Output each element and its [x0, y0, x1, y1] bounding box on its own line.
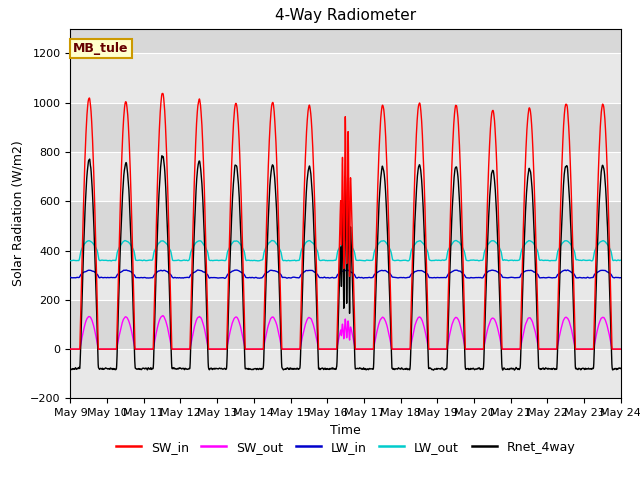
LW_out — [500, 257, 508, 263]
Rnet_4way — [616, 365, 624, 371]
Line: SW_in: SW_in — [70, 94, 621, 349]
Bar — [70, 152, 621, 201]
LW_out — [342, 238, 349, 243]
LW_in — [67, 275, 74, 280]
LW_in — [500, 275, 508, 280]
LW_in — [616, 275, 624, 280]
Line: LW_out: LW_out — [70, 240, 621, 261]
Bar — [70, 349, 621, 398]
LW_in — [221, 276, 228, 281]
LW_in — [325, 275, 333, 281]
SW_in — [469, 346, 477, 352]
SW_in — [325, 346, 333, 352]
LW_in — [617, 275, 625, 280]
SW_in — [617, 346, 625, 352]
SW_in — [438, 346, 446, 352]
Rnet_4way — [439, 365, 447, 371]
Title: 4-Way Radiometer: 4-Way Radiometer — [275, 9, 416, 24]
LW_out — [404, 258, 412, 264]
Line: SW_out: SW_out — [70, 315, 621, 349]
SW_in — [166, 251, 173, 256]
LW_out — [67, 258, 74, 264]
LW_in — [122, 267, 130, 273]
X-axis label: Time: Time — [330, 424, 361, 437]
LW_out — [325, 258, 333, 264]
Line: Rnet_4way: Rnet_4way — [70, 156, 621, 370]
SW_out — [469, 346, 477, 352]
LW_out — [439, 257, 447, 263]
SW_in — [67, 346, 74, 352]
LW_out — [617, 257, 625, 263]
SW_in — [159, 91, 166, 96]
Rnet_4way — [67, 366, 74, 372]
Rnet_4way — [166, 287, 173, 293]
SW_out — [438, 346, 446, 352]
Rnet_4way — [158, 153, 166, 158]
SW_in — [500, 346, 508, 352]
SW_out — [67, 346, 74, 352]
SW_out — [500, 346, 508, 352]
SW_out — [616, 346, 624, 352]
LW_out — [166, 246, 173, 252]
LW_out — [469, 257, 477, 263]
SW_in — [616, 346, 624, 352]
Bar — [70, 251, 621, 300]
Line: LW_in: LW_in — [70, 270, 621, 278]
SW_out — [617, 346, 625, 352]
Text: MB_tule: MB_tule — [73, 42, 129, 55]
Rnet_4way — [500, 365, 508, 371]
SW_out — [325, 346, 333, 352]
LW_out — [616, 257, 624, 263]
LW_in — [439, 275, 447, 280]
Rnet_4way — [429, 367, 437, 373]
SW_out — [159, 312, 166, 318]
Bar — [70, 53, 621, 103]
SW_out — [166, 334, 173, 340]
LW_in — [469, 275, 477, 281]
LW_in — [166, 271, 173, 276]
Legend: SW_in, SW_out, LW_in, LW_out, Rnet_4way: SW_in, SW_out, LW_in, LW_out, Rnet_4way — [111, 436, 580, 459]
Y-axis label: Solar Radiation (W/m2): Solar Radiation (W/m2) — [12, 141, 24, 287]
Rnet_4way — [469, 365, 477, 371]
Rnet_4way — [325, 367, 333, 372]
Rnet_4way — [617, 366, 625, 372]
